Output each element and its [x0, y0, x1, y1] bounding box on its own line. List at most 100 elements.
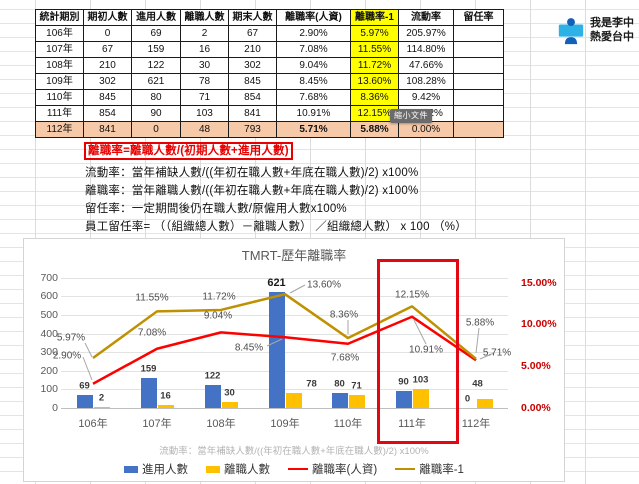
table-cell[interactable]: 793 [228, 121, 277, 138]
table-cell[interactable]: 30 [180, 57, 229, 74]
legend-item-離職率-1[interactable]: 離職率-1 [395, 461, 464, 477]
table-cell[interactable]: 114.80% [398, 41, 454, 58]
legend-item-進用人數[interactable]: 進用人數 [124, 461, 188, 477]
table-cell[interactable]: 845 [83, 89, 132, 106]
table-cell[interactable]: 110年 [35, 89, 84, 106]
bar-進用人數-106年[interactable] [76, 395, 93, 408]
bar-離職人數-106年[interactable] [93, 407, 110, 408]
table-cell[interactable]: 103 [180, 105, 229, 122]
table-cell[interactable]: 122 [131, 57, 181, 74]
bar-離職人數-111年[interactable] [412, 388, 429, 408]
table-cell[interactable]: 13.60% [350, 73, 399, 90]
left-axis-tick: 100 [40, 383, 58, 396]
table-cell[interactable]: 0.00% [398, 121, 454, 138]
table-cell[interactable]: 205.97% [398, 25, 454, 42]
table-cell[interactable]: 108.28% [398, 73, 454, 90]
table-cell[interactable]: 159 [131, 41, 181, 58]
table-cell[interactable]: 69 [131, 25, 181, 42]
turnover-chart[interactable]: TMRT-歷年離職率 0 100 200 300 400 500 600 700 0.00% 5.… [23, 238, 565, 482]
table-header-cell[interactable]: 期末人數 [228, 9, 277, 26]
left-axis-tick: 300 [40, 346, 58, 359]
shrink-document-tooltip: 縮小文件 [390, 109, 432, 123]
table-cell[interactable]: 302 [228, 57, 277, 74]
table-cell[interactable]: 111年 [35, 105, 84, 122]
table-cell[interactable]: 302 [83, 73, 132, 90]
table-header-cell[interactable]: 離職率(人資) [276, 9, 351, 26]
line-series-離職率-1[interactable] [92, 292, 477, 360]
table-cell[interactable] [453, 57, 504, 74]
table-cell[interactable]: 210 [228, 41, 277, 58]
table-cell[interactable]: 0 [131, 121, 181, 138]
table-cell[interactable]: 107年 [35, 41, 84, 58]
bar-進用人數-111年[interactable] [395, 391, 412, 408]
bar-進用人數-109年[interactable] [268, 292, 285, 408]
table-cell[interactable]: 16 [180, 41, 229, 58]
stats-table[interactable]: 統計期別 期初人數 進用人數 離職人數 期末人數 離職率(人資) 離職率-1 流動率 留任率 1… [35, 9, 504, 138]
line-series-離職率(人資)[interactable] [92, 315, 477, 385]
bar-離職人數-112年[interactable] [476, 399, 493, 408]
table-cell[interactable]: 210 [83, 57, 132, 74]
table-cell[interactable]: 90 [131, 105, 181, 122]
table-header-cell[interactable]: 離職率-1 [350, 9, 399, 26]
table-cell[interactable]: 78 [180, 73, 229, 90]
bar-value-label: 69 [79, 380, 90, 392]
bar-離職人數-109年[interactable] [285, 393, 302, 408]
table-cell[interactable]: 5.88% [350, 121, 399, 138]
table-header-cell[interactable]: 留任率 [453, 9, 504, 26]
table-header-cell[interactable]: 流動率 [398, 9, 454, 26]
bar-離職人數-108年[interactable] [221, 402, 238, 408]
table-cell[interactable]: 11.72% [350, 57, 399, 74]
bar-進用人數-110年[interactable] [331, 393, 348, 408]
table-cell[interactable]: 109年 [35, 73, 84, 90]
table-cell[interactable]: 48 [180, 121, 229, 138]
legend-line-swatch [395, 467, 416, 471]
table-cell[interactable]: 8.36% [350, 89, 399, 106]
table-cell[interactable]: 5.97% [350, 25, 399, 42]
table-cell[interactable]: 9.42% [398, 89, 454, 106]
table-header-cell[interactable]: 期初人數 [83, 9, 132, 26]
table-cell[interactable]: 9.04% [276, 57, 351, 74]
table-cell[interactable]: 845 [228, 73, 277, 90]
table-cell[interactable]: 67 [228, 25, 277, 42]
table-header-cell[interactable]: 離職人數 [180, 9, 229, 26]
table-cell[interactable]: 841 [228, 105, 277, 122]
table-cell[interactable]: 11.55% [350, 41, 399, 58]
table-cell[interactable]: 106年 [35, 25, 84, 42]
legend-item-離職率(人資)[interactable]: 離職率(人資) [288, 461, 377, 477]
bar-離職人數-110年[interactable] [348, 394, 365, 408]
table-cell[interactable] [453, 73, 504, 90]
table-row: 107年 67 159 16 210 7.08% 11.55% 114.80% [35, 41, 504, 58]
table-cell[interactable]: 108年 [35, 57, 84, 74]
table-cell[interactable]: 5.71% [276, 121, 351, 138]
table-cell[interactable]: 112年 [35, 121, 84, 138]
table-cell[interactable]: 621 [131, 73, 181, 90]
table-cell[interactable]: 10.91% [276, 105, 351, 122]
table-cell[interactable] [453, 89, 504, 106]
bar-進用人數-108年[interactable] [204, 385, 221, 408]
table-cell[interactable] [453, 121, 504, 138]
table-cell[interactable]: 7.68% [276, 89, 351, 106]
table-cell[interactable]: 854 [228, 89, 277, 106]
table-cell[interactable]: 0 [83, 25, 132, 42]
table-cell[interactable]: 47.66% [398, 57, 454, 74]
table-cell[interactable] [453, 41, 504, 58]
bar-離職人數-107年[interactable] [157, 405, 174, 408]
legend-item-離職人數[interactable]: 離職人數 [206, 461, 270, 477]
table-cell[interactable] [453, 105, 504, 122]
table-cell[interactable]: 67 [83, 41, 132, 58]
table-cell[interactable]: 854 [83, 105, 132, 122]
line-value-label: 7.08% [137, 327, 167, 339]
table-cell[interactable]: 71 [180, 89, 229, 106]
table-header-cell[interactable]: 統計期別 [35, 9, 84, 26]
table-cell[interactable] [453, 25, 504, 42]
table-header-cell[interactable]: 進用人數 [131, 9, 181, 26]
right-axis-tick: 10.00% [521, 318, 557, 331]
table-cell[interactable]: 7.08% [276, 41, 351, 58]
table-cell[interactable]: 841 [83, 121, 132, 138]
bar-進用人數-107年[interactable] [140, 378, 157, 408]
table-cell[interactable]: 2.90% [276, 25, 351, 42]
table-cell[interactable]: 8.45% [276, 73, 351, 90]
table-cell[interactable]: 80 [131, 89, 181, 106]
table-cell[interactable]: 2 [180, 25, 229, 42]
left-axis-tick: 600 [40, 290, 58, 303]
